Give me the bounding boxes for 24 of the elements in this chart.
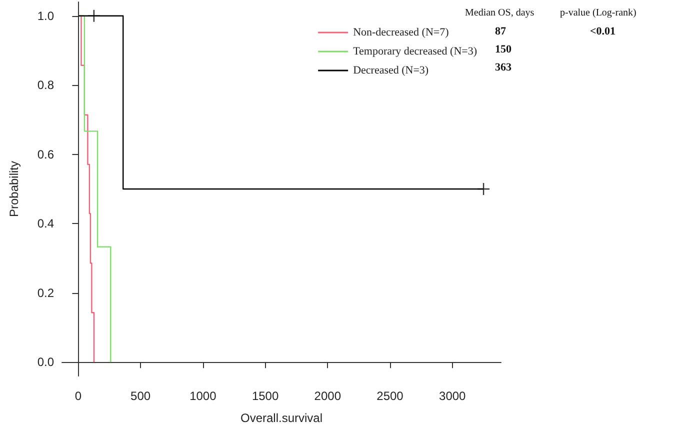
- annotation: 363: [495, 62, 512, 74]
- y-tick-label: 0.0: [37, 355, 54, 370]
- x-tick-label: 500: [130, 389, 151, 403]
- x-tick-label: 1000: [190, 389, 217, 403]
- annotation: 87: [495, 26, 506, 38]
- legend-label: Non-decreased (N=7): [353, 26, 450, 38]
- y-tick-label: 0.2: [37, 286, 54, 300]
- legend-label: Temporary decreased (N=3): [353, 46, 478, 58]
- text: <0.01: [590, 26, 616, 38]
- y-axis-title: Probability: [7, 160, 21, 218]
- annotation: Median OS, days: [465, 8, 534, 18]
- y-tick-label: 1.0: [37, 8, 54, 23]
- y-tick-label: 0.4: [37, 216, 54, 231]
- y-tick-label: 0.8: [37, 78, 54, 92]
- legend-label: Decreased (N=3): [353, 64, 429, 76]
- x-tick-label: 3000: [439, 389, 466, 403]
- x-tick-label: 1500: [252, 389, 279, 403]
- x-axis-title: Overall.survival: [240, 411, 323, 425]
- annotation: 150: [495, 44, 512, 56]
- x-tick-label: 0: [74, 389, 82, 403]
- x-tick-label: 2000: [314, 389, 342, 403]
- text: p-value (Log-rank): [560, 8, 636, 18]
- x-tick-label: 2500: [376, 389, 404, 403]
- y-tick-label: 0.6: [37, 147, 54, 162]
